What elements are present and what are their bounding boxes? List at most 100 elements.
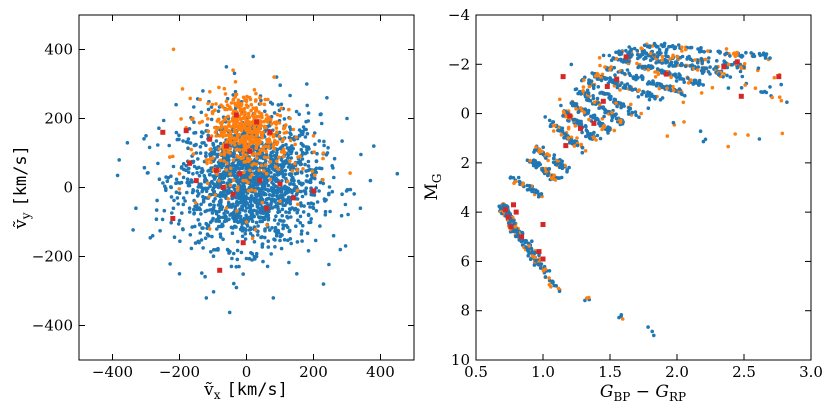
blue-point xyxy=(306,164,311,168)
blue-point xyxy=(204,154,208,158)
blue-point xyxy=(697,49,702,54)
blue-point xyxy=(552,153,557,157)
blue-point xyxy=(274,153,279,157)
blue-point xyxy=(537,253,541,257)
blue-point xyxy=(199,110,204,115)
extra-point xyxy=(701,139,706,144)
blue-point xyxy=(249,203,254,207)
blue-point xyxy=(164,188,168,193)
blue-point xyxy=(352,192,357,196)
blue-point xyxy=(288,146,293,151)
blue-point xyxy=(171,206,176,211)
blue-point xyxy=(655,67,660,71)
blue-point xyxy=(292,138,297,142)
blue-point xyxy=(267,164,272,168)
blue-point xyxy=(673,63,677,67)
orange-point xyxy=(263,97,268,102)
blue-point xyxy=(145,171,150,175)
blue-point xyxy=(239,200,243,205)
blue-point xyxy=(245,217,250,221)
orange-point xyxy=(168,155,172,159)
blue-point xyxy=(263,235,267,240)
red-square xyxy=(193,178,199,184)
blue-point xyxy=(162,208,167,213)
orange-point xyxy=(252,151,256,156)
orange-point xyxy=(253,137,257,142)
extra-point xyxy=(566,125,571,130)
orange-point xyxy=(552,173,556,178)
blue-point xyxy=(512,222,517,226)
blue-point xyxy=(186,146,190,150)
blue-point xyxy=(175,196,180,200)
blue-point xyxy=(258,187,262,192)
orange-point xyxy=(265,223,269,227)
red-square xyxy=(540,256,546,262)
blue-point xyxy=(613,73,617,77)
blue-point xyxy=(623,59,628,64)
blue-point xyxy=(271,296,276,300)
blue-point xyxy=(305,147,309,152)
extra-point xyxy=(558,97,562,102)
red-square xyxy=(734,59,740,65)
orange-point xyxy=(271,144,276,148)
blue-point xyxy=(282,219,286,223)
blue-point xyxy=(725,73,729,78)
blue-point xyxy=(560,166,565,170)
blue-point xyxy=(261,153,265,157)
blue-point xyxy=(256,224,260,228)
extra-point xyxy=(559,103,563,108)
blue-point xyxy=(300,132,305,136)
orange-point xyxy=(733,54,738,58)
orange-point xyxy=(254,144,259,148)
blue-point xyxy=(692,78,697,83)
blue-point xyxy=(187,210,192,214)
blue-point xyxy=(266,183,271,188)
blue-point xyxy=(288,202,293,206)
blue-point xyxy=(294,109,299,114)
blue-point xyxy=(232,281,236,286)
blue-point xyxy=(204,296,209,300)
blue-point xyxy=(525,183,530,188)
blue-point xyxy=(644,51,649,55)
orange-point xyxy=(532,255,537,259)
blue-point xyxy=(191,172,195,176)
blue-point xyxy=(230,161,235,166)
blue-point xyxy=(276,210,280,214)
extra-point xyxy=(703,137,708,142)
right-y-tick-label: 2 xyxy=(460,154,470,172)
blue-point xyxy=(260,205,265,210)
orange-point xyxy=(288,116,292,121)
orange-point xyxy=(205,181,210,185)
blue-point xyxy=(270,150,275,155)
orange-point xyxy=(246,144,251,149)
blue-point xyxy=(274,75,279,79)
orange-point xyxy=(233,80,238,84)
right-x-tick-label: 0.5 xyxy=(464,363,488,381)
blue-point xyxy=(243,189,247,193)
blue-point xyxy=(577,122,582,126)
orange-point xyxy=(206,129,211,134)
left-x-symbol: ṽ xyxy=(203,380,214,400)
red-square xyxy=(220,185,226,190)
red-square xyxy=(536,249,542,255)
blue-point xyxy=(174,181,178,185)
blue-point xyxy=(302,127,307,132)
blue-point xyxy=(260,235,264,239)
orange-point xyxy=(671,53,675,58)
blue-point xyxy=(206,107,211,112)
orange-point xyxy=(262,119,266,124)
blue-point xyxy=(220,165,224,170)
blue-point xyxy=(243,209,248,213)
blue-point xyxy=(306,119,311,123)
orange-point xyxy=(238,121,242,126)
blue-point xyxy=(172,235,177,239)
left-x-tick-label: −400 xyxy=(92,363,133,381)
red-square xyxy=(237,171,243,177)
orange-point xyxy=(268,177,273,182)
orange-point xyxy=(231,158,236,162)
orange-point xyxy=(250,172,254,177)
blue-point xyxy=(583,124,588,128)
blue-point xyxy=(551,156,556,161)
blue-point xyxy=(255,233,260,237)
blue-point xyxy=(617,49,621,53)
